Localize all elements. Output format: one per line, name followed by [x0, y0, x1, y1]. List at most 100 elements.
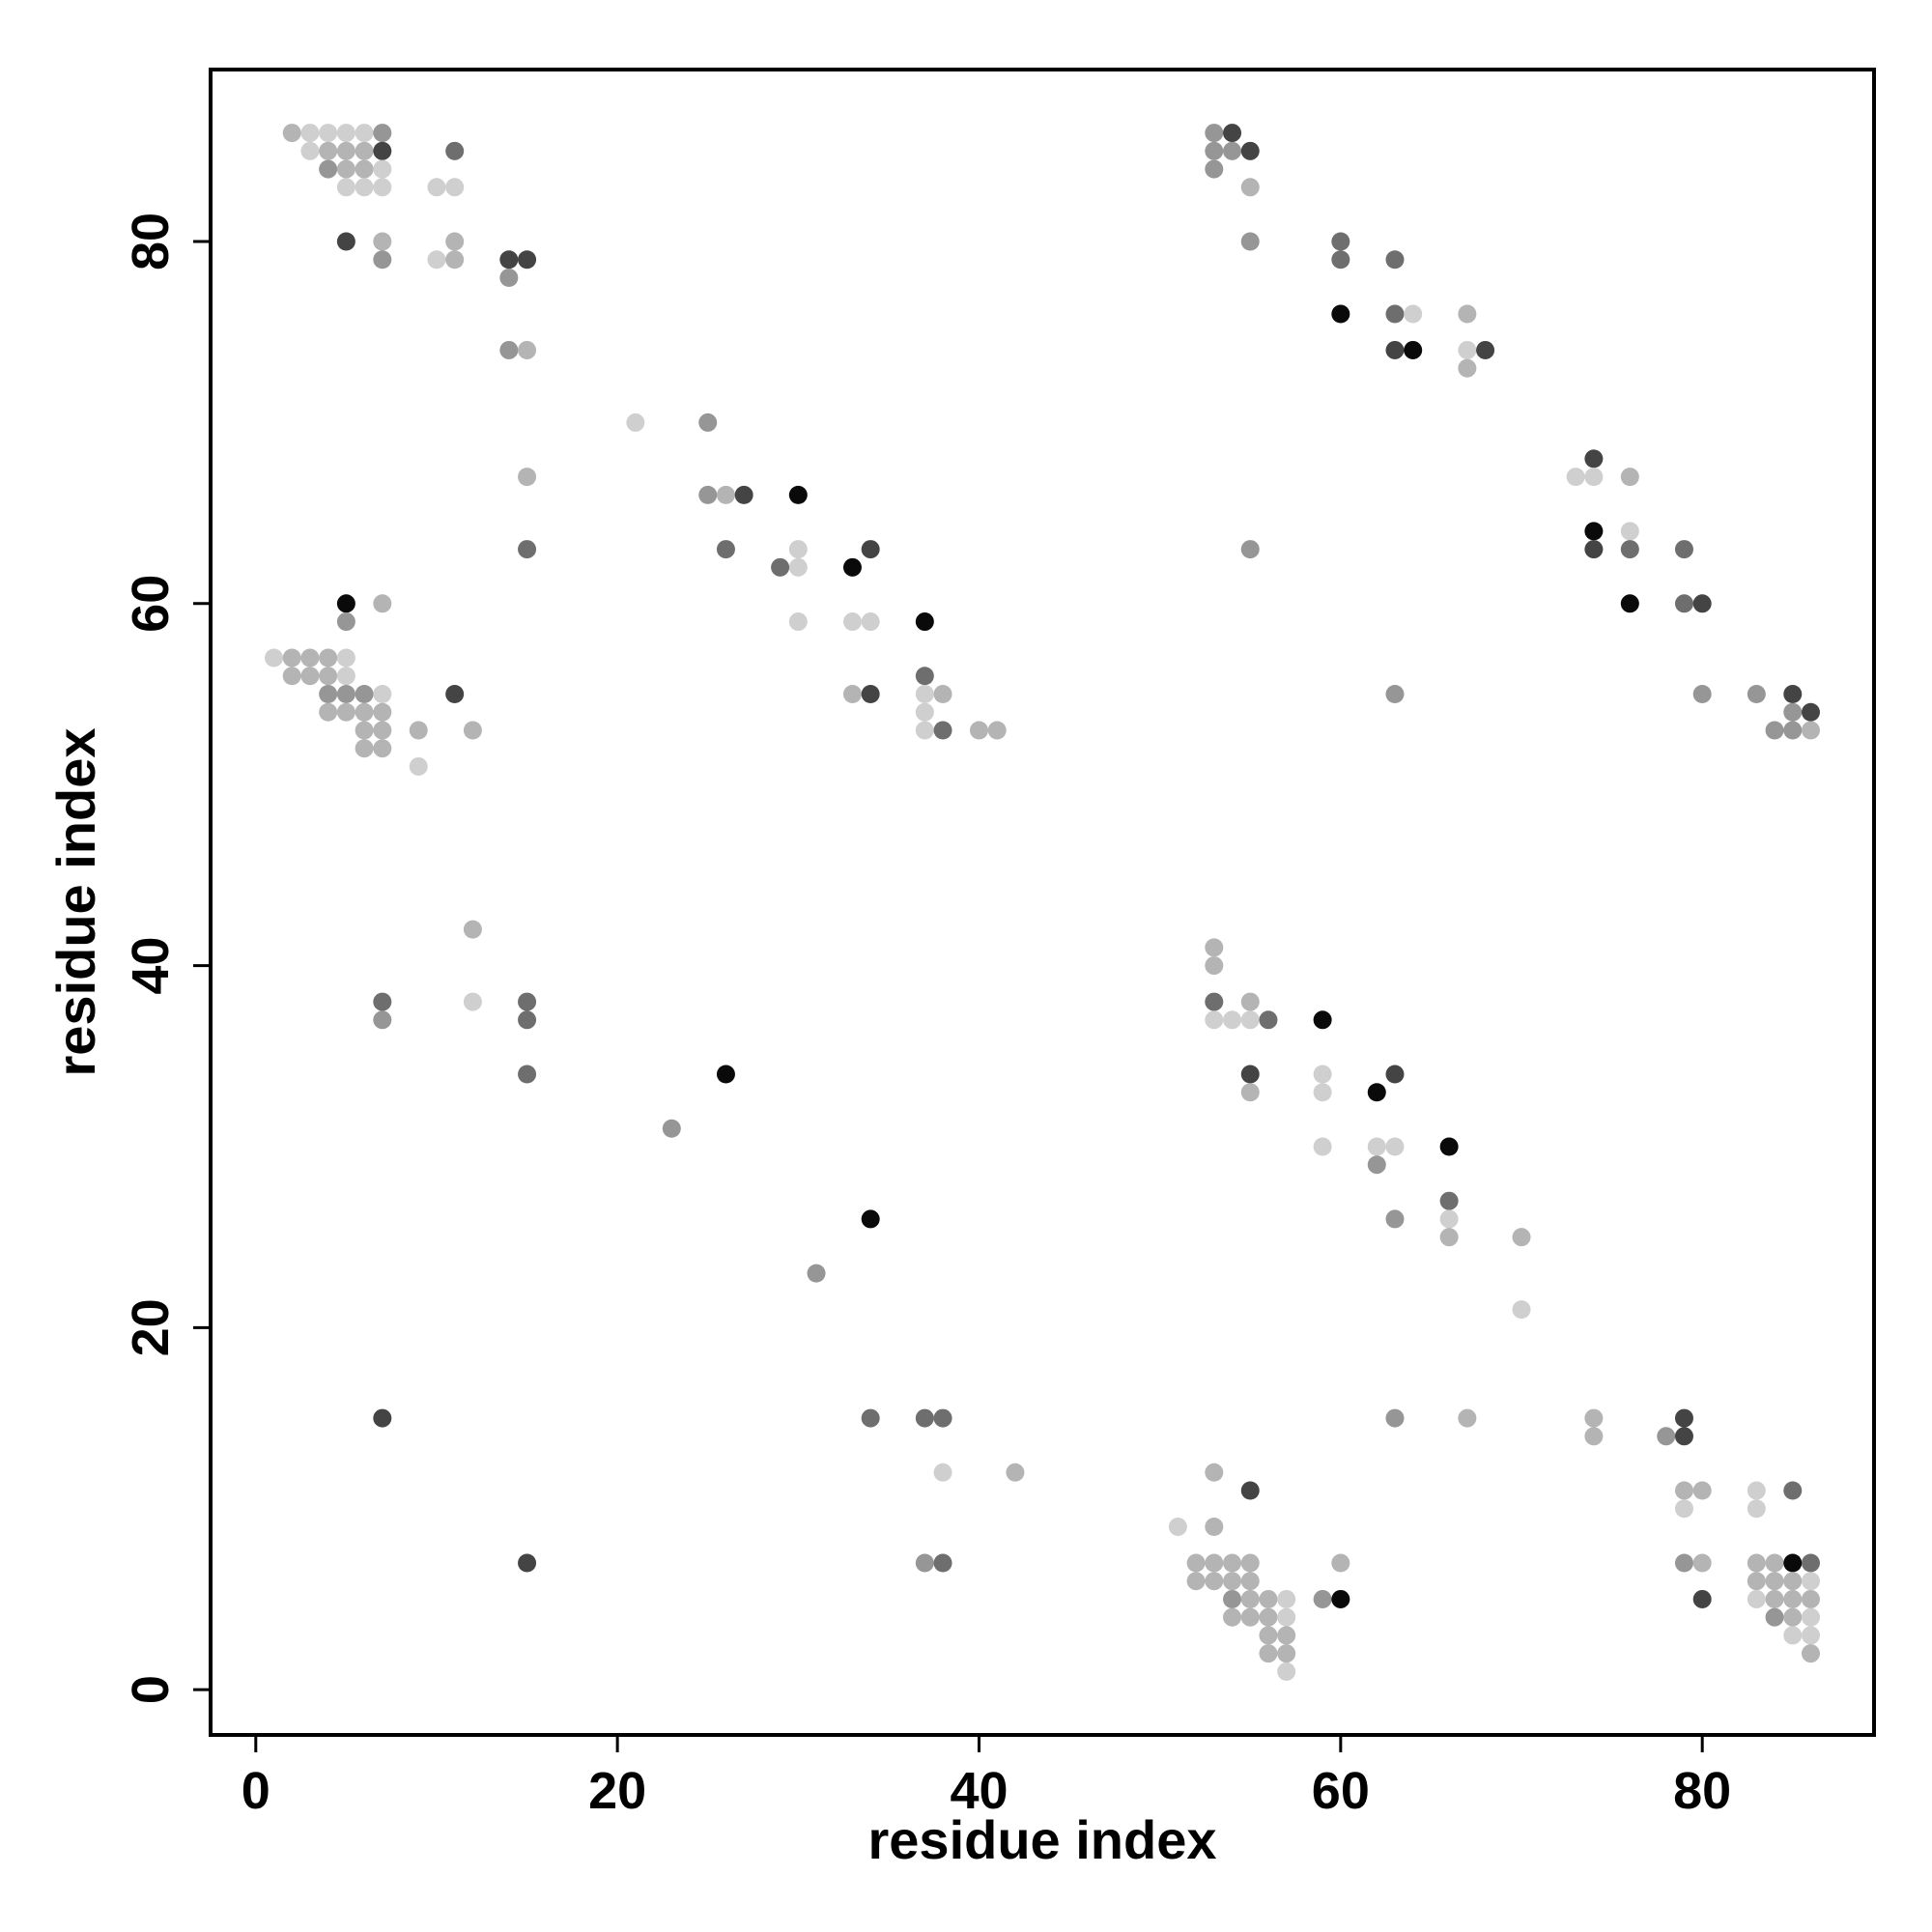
data-point — [788, 485, 808, 504]
data-point — [1692, 594, 1712, 613]
data-point — [1240, 1083, 1260, 1102]
data-point — [1783, 702, 1803, 722]
data-point — [788, 540, 808, 559]
data-point — [1367, 1083, 1386, 1102]
data-point — [1385, 1137, 1405, 1156]
data-point — [355, 685, 374, 703]
data-point — [518, 992, 537, 1011]
data-point — [1223, 1572, 1242, 1591]
data-point — [771, 557, 790, 577]
data-point — [1747, 1553, 1766, 1573]
data-point — [1240, 1481, 1260, 1500]
data-point — [1385, 250, 1405, 270]
data-point — [518, 340, 537, 359]
data-point — [1331, 1589, 1350, 1608]
data-point — [373, 992, 392, 1011]
data-point — [1620, 594, 1639, 613]
data-point — [373, 141, 392, 160]
data-point — [1186, 1572, 1206, 1591]
data-point — [933, 1408, 952, 1428]
data-point — [336, 159, 355, 179]
data-point — [463, 992, 482, 1011]
data-point — [1584, 522, 1604, 541]
x-tick-label: 40 — [950, 1762, 1008, 1820]
data-point — [1674, 1408, 1693, 1428]
data-point — [1584, 468, 1604, 487]
data-point — [1747, 1499, 1766, 1519]
data-point — [1692, 685, 1712, 703]
data-point — [1240, 992, 1260, 1011]
data-point — [933, 1463, 952, 1482]
data-point — [698, 485, 718, 504]
data-point — [1240, 178, 1260, 197]
data-point — [1385, 1408, 1405, 1428]
data-point — [373, 594, 392, 613]
data-point — [1801, 1553, 1820, 1573]
data-point — [1240, 1589, 1260, 1608]
data-point — [355, 141, 374, 160]
data-point — [1223, 124, 1242, 143]
data-point — [1692, 1481, 1712, 1500]
data-point — [933, 1553, 952, 1573]
data-point — [1385, 340, 1405, 359]
data-point — [1692, 1589, 1712, 1608]
data-point — [1801, 702, 1820, 722]
data-point — [1385, 304, 1405, 324]
data-point — [1259, 1644, 1278, 1663]
data-point — [1331, 250, 1350, 270]
y-axis: 0 20 40 60 80 — [122, 213, 211, 1704]
y-tick-label: 20 — [122, 1298, 180, 1356]
data-point — [336, 178, 355, 197]
x-tick-label: 20 — [588, 1762, 646, 1820]
data-point — [1458, 304, 1477, 324]
data-point — [1240, 141, 1260, 160]
data-point — [1783, 1589, 1803, 1608]
data-point — [518, 1010, 537, 1030]
data-point — [282, 124, 301, 143]
data-point — [445, 685, 465, 703]
data-point — [1783, 1626, 1803, 1645]
data-point — [1783, 1553, 1803, 1573]
data-point — [842, 557, 862, 577]
data-point — [1765, 1589, 1784, 1608]
data-point — [1439, 1191, 1459, 1210]
data-point — [373, 178, 392, 197]
data-point — [300, 648, 320, 668]
data-point — [662, 1119, 681, 1138]
data-point — [1313, 1083, 1332, 1102]
data-point — [355, 178, 374, 197]
data-point — [409, 756, 428, 776]
data-point — [626, 412, 645, 432]
data-point — [355, 721, 374, 740]
data-point — [1458, 340, 1477, 359]
data-point — [1385, 685, 1405, 703]
data-point — [1439, 1209, 1459, 1229]
data-point — [336, 667, 355, 686]
data-point — [1765, 1553, 1784, 1573]
data-point — [282, 667, 301, 686]
data-point — [1783, 685, 1803, 703]
data-point — [1223, 141, 1242, 160]
data-point — [842, 685, 862, 703]
data-point — [445, 232, 465, 251]
data-point — [1205, 938, 1224, 957]
data-point — [1620, 522, 1639, 541]
data-point — [842, 612, 862, 632]
data-point — [518, 468, 537, 487]
data-point — [499, 250, 519, 270]
data-point — [300, 667, 320, 686]
data-point — [1205, 1572, 1224, 1591]
data-point — [336, 232, 355, 251]
data-point — [373, 159, 392, 179]
data-point — [1277, 1662, 1296, 1681]
data-point — [1331, 1553, 1350, 1573]
data-point — [445, 250, 465, 270]
data-point — [1240, 1607, 1260, 1627]
data-point — [1205, 1553, 1224, 1573]
data-point — [319, 159, 338, 179]
data-point — [1439, 1137, 1459, 1156]
data-point — [1765, 1572, 1784, 1591]
data-point — [1367, 1155, 1386, 1175]
data-point — [716, 485, 735, 504]
